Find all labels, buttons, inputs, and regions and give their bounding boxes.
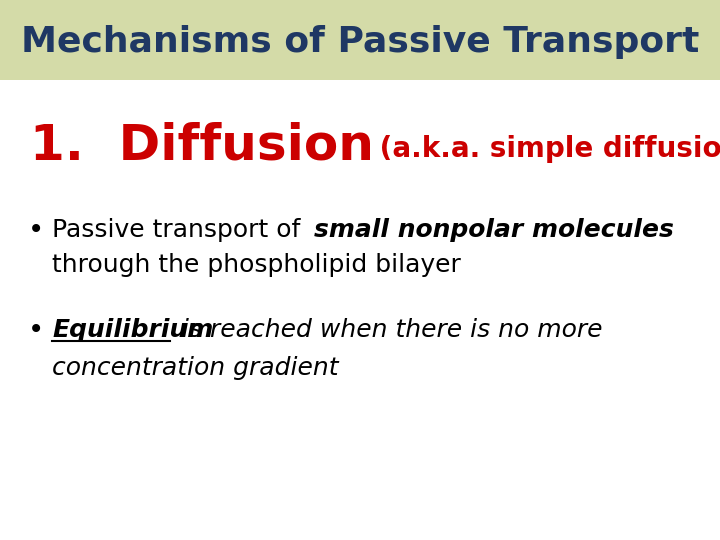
Text: 1.  Diffusion: 1. Diffusion [30, 121, 374, 169]
FancyBboxPatch shape [0, 0, 720, 80]
Text: •: • [28, 316, 44, 344]
Text: concentration gradient: concentration gradient [52, 356, 338, 380]
Text: small nonpolar molecules: small nonpolar molecules [314, 218, 674, 242]
Text: through the phospholipid bilayer: through the phospholipid bilayer [52, 253, 461, 277]
Text: (a.k.a. simple diffusion): (a.k.a. simple diffusion) [370, 135, 720, 163]
Text: •: • [28, 216, 44, 244]
Text: Equilibrium: Equilibrium [52, 318, 213, 342]
Text: Mechanisms of Passive Transport: Mechanisms of Passive Transport [21, 25, 699, 59]
Text: is reached when there is no more: is reached when there is no more [174, 318, 603, 342]
Text: Passive transport of: Passive transport of [52, 218, 308, 242]
